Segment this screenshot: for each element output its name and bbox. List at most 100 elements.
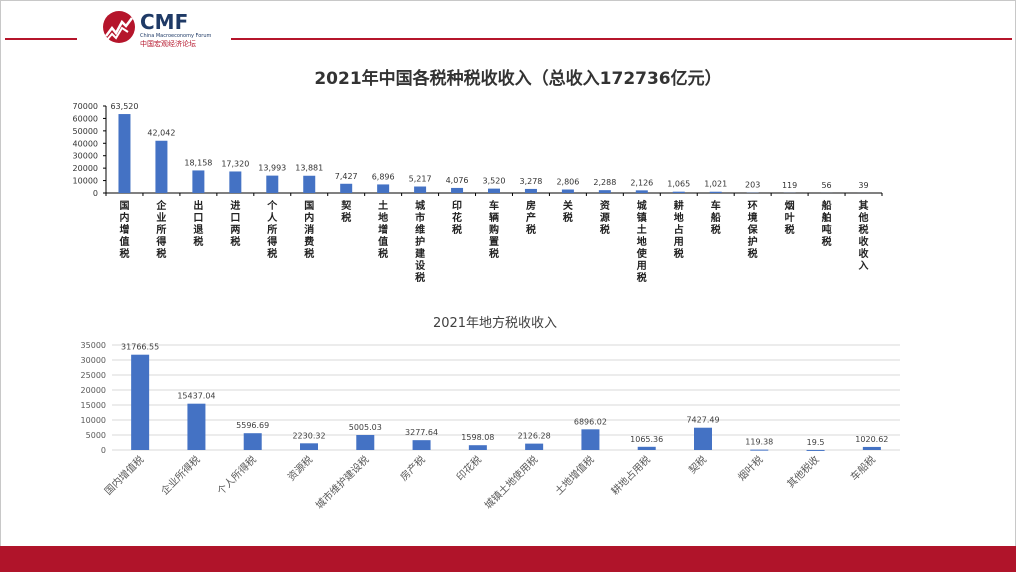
charts-canvas: 2021年中国各税种税收收入（总收入172736亿元） 0 10000 20000 3… bbox=[73, 68, 900, 512]
chart1-category-label: 出口退税 bbox=[193, 199, 203, 248]
chart2-data-label: 1598.08 bbox=[461, 433, 494, 442]
chart2-bar bbox=[806, 449, 825, 451]
chart1-bar bbox=[598, 190, 611, 193]
chart2-bar bbox=[694, 427, 712, 450]
chart1-data-label: 5,217 bbox=[409, 175, 432, 184]
chart1-y-tick-label: 10000 bbox=[73, 177, 98, 186]
chart1-data-label: 3,520 bbox=[483, 177, 506, 186]
chart1-category-label: 车船税 bbox=[711, 199, 721, 236]
chart2-category-label: 城镇土地使用税 bbox=[482, 453, 541, 512]
chart2-y-tick-label: 0 bbox=[101, 446, 106, 455]
chart1-category-label: 房产税 bbox=[526, 199, 536, 236]
chart1-y-tick-label: 50000 bbox=[73, 127, 98, 136]
chart1-bar bbox=[377, 184, 390, 193]
chart1-y-tick-label: 20000 bbox=[73, 164, 98, 173]
chart1-data-label: 4,076 bbox=[446, 176, 469, 185]
logo-chart-icon bbox=[103, 11, 135, 43]
chart2-data-label: 7427.49 bbox=[686, 416, 719, 425]
chart1-bar bbox=[340, 183, 353, 193]
chart2-bar bbox=[243, 433, 262, 450]
chart2-data-label: 5596.69 bbox=[236, 421, 269, 430]
chart1-data-label: 39 bbox=[858, 181, 868, 190]
chart1-data-label: 2,806 bbox=[556, 178, 579, 187]
chart1-y-tick-label: 40000 bbox=[73, 139, 98, 148]
chart1-category-label: 印花税 bbox=[452, 200, 462, 236]
chart1-plot: 0 10000 20000 30000 40000 50000 60000 70000 63,5… bbox=[73, 102, 883, 284]
logo-chinese: 中国宏观经济论坛 bbox=[140, 40, 196, 48]
chart2-title: 2021年地方税收收入 bbox=[433, 315, 557, 331]
chart1-category-label: 个人所得税 bbox=[266, 199, 278, 260]
chart1-data-label: 1,065 bbox=[667, 180, 690, 189]
chart1-category-label: 国内增值税 bbox=[119, 200, 129, 260]
chart2-data-label: 2230.32 bbox=[292, 431, 325, 440]
chart2-y-tick-label: 15000 bbox=[81, 401, 106, 410]
chart1-y-tick-label: 0 bbox=[93, 189, 98, 198]
footer-bar bbox=[0, 546, 1016, 572]
chart1-data-label: 2,126 bbox=[630, 178, 653, 187]
chart1-data-label: 203 bbox=[745, 181, 760, 190]
chart1-bar bbox=[266, 175, 279, 193]
chart2-bar bbox=[581, 429, 600, 450]
chart1-title: 2021年中国各税种税收收入（总收入172736亿元） bbox=[314, 68, 721, 89]
chart1-data-label: 42,042 bbox=[147, 129, 175, 138]
chart2-category-label: 房产税 bbox=[397, 453, 427, 483]
chart2-y-tick-label: 30000 bbox=[81, 356, 106, 365]
header-rule-right bbox=[231, 38, 1012, 40]
chart1-bar bbox=[672, 191, 685, 193]
chart2-data-label: 15437.04 bbox=[177, 392, 215, 401]
logo-text: CMF bbox=[140, 10, 189, 34]
chart2-category-label: 资源税 bbox=[285, 453, 315, 483]
chart1-bar bbox=[524, 188, 537, 193]
chart1-bar bbox=[155, 140, 168, 193]
chart2-bar bbox=[862, 446, 881, 450]
chart2-category-label: 印花税 bbox=[454, 453, 484, 483]
chart1-data-label: 7,427 bbox=[335, 172, 358, 181]
chart1-data-label: 63,520 bbox=[110, 102, 138, 111]
chart1-category-label: 国内消费税 bbox=[304, 200, 314, 260]
chart2-data-label: 2126.28 bbox=[518, 432, 551, 441]
chart1-bar bbox=[451, 187, 464, 193]
chart2-data-label: 31766.55 bbox=[121, 343, 159, 352]
chart1-data-label: 6,896 bbox=[372, 172, 395, 181]
header-rule-left bbox=[5, 38, 77, 40]
chart1-category-label: 资源税 bbox=[600, 199, 610, 236]
chart1-category-label: 城镇土地使用税 bbox=[636, 199, 648, 284]
chart2-data-label: 5005.03 bbox=[349, 423, 382, 432]
chart2-category-label: 城市维护建设税 bbox=[313, 453, 372, 512]
chart1-y-tick-label: 60000 bbox=[73, 114, 98, 123]
chart2-y-tick-label: 10000 bbox=[81, 416, 106, 425]
chart2-bar bbox=[750, 449, 769, 451]
chart2-y-tick-label: 25000 bbox=[81, 371, 106, 380]
chart2-category-label: 耕地占用税 bbox=[608, 453, 653, 498]
chart1-category-label: 城市维护建设税 bbox=[414, 199, 426, 284]
chart1-bar bbox=[118, 114, 131, 193]
chart1-data-label: 119 bbox=[782, 181, 797, 190]
chart2-bar bbox=[637, 446, 656, 450]
chart1-category-label: 企业所得税 bbox=[155, 199, 167, 260]
chart2-bar bbox=[300, 443, 318, 450]
chart2-data-label: 3277.64 bbox=[405, 428, 438, 437]
chart2-y-tick-label: 5000 bbox=[86, 431, 106, 440]
chart2-category-label: 企业所得税 bbox=[158, 453, 203, 498]
chart1-bar bbox=[709, 191, 722, 193]
chart1-data-label: 1,021 bbox=[704, 180, 727, 189]
chart1-bar bbox=[561, 189, 574, 193]
chart1-category-label: 环境保护税 bbox=[747, 200, 759, 260]
chart2-data-label: 19.5 bbox=[807, 438, 825, 447]
chart1-y-tick-label: 30000 bbox=[73, 152, 98, 161]
chart1-bar bbox=[414, 186, 427, 193]
chart2-data-label: 6896.02 bbox=[574, 417, 607, 426]
chart2-plot: 0 5000 10000 15000 20000 25000 30000 35000 31766… bbox=[81, 341, 900, 512]
chart2-y-tick-label: 20000 bbox=[81, 386, 106, 395]
chart2-data-label: 1020.62 bbox=[855, 435, 888, 444]
chart1-y-tick-label: 70000 bbox=[73, 102, 98, 111]
chart2-data-label: 1065.36 bbox=[630, 435, 663, 444]
chart2-bar bbox=[356, 434, 375, 450]
chart1-data-label: 3,278 bbox=[519, 177, 542, 186]
chart2-bar bbox=[131, 354, 150, 450]
chart1-category-label: 耕地占用税 bbox=[673, 199, 684, 260]
chart1-category-label: 其他税收收入 bbox=[858, 199, 869, 272]
chart2-category-label: 契税 bbox=[686, 453, 709, 476]
chart2-category-label: 个人所得税 bbox=[214, 453, 259, 498]
chart2-category-label: 其他税收 bbox=[784, 453, 821, 490]
